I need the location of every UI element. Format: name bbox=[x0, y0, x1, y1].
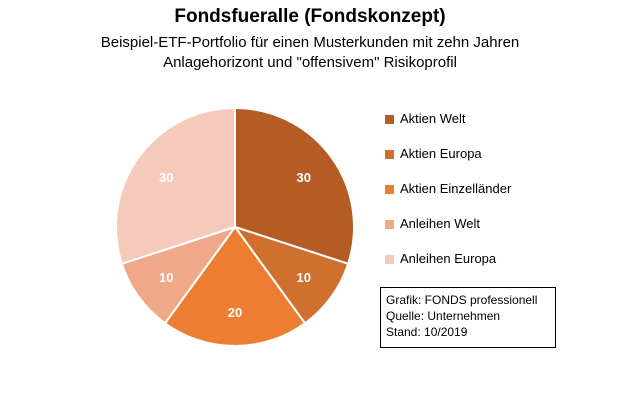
chart-subtitle-line: Anlagehorizont und "offensivem" Risikopr… bbox=[163, 54, 457, 71]
pie-data-label-2: 20 bbox=[228, 305, 242, 320]
pie-data-label-0: 30 bbox=[297, 170, 311, 185]
chart-subtitle: Beispiel-ETF-Portfolio für einen Musterk… bbox=[0, 33, 620, 73]
legend-label: Aktien Welt bbox=[400, 111, 466, 126]
pie-data-label-4: 30 bbox=[159, 170, 173, 185]
legend-label: Anleihen Welt bbox=[400, 216, 480, 231]
pie-data-label-3: 10 bbox=[159, 270, 173, 285]
source-origin: Quelle: Unternehmen bbox=[386, 309, 501, 323]
chart-legend: Aktien Welt Aktien Europa Aktien Einzell… bbox=[385, 111, 585, 286]
chart-subtitle-line: Beispiel-ETF-Portfolio für einen Musterk… bbox=[100, 34, 520, 51]
pie-slice-1 bbox=[234, 226, 350, 325]
legend-swatch bbox=[385, 115, 394, 124]
legend-item-aktien-welt: Aktien Welt bbox=[385, 111, 585, 146]
legend-label: Aktien Europa bbox=[400, 146, 482, 161]
legend-swatch bbox=[385, 185, 394, 194]
pie-slice-0 bbox=[234, 107, 355, 265]
legend-label: Aktien Einzelländer bbox=[400, 181, 512, 196]
pie-slice-3 bbox=[120, 226, 236, 325]
legend-item-aktien-einzellaender: Aktien Einzelländer bbox=[385, 181, 585, 216]
legend-item-anleihen-welt: Anleihen Welt bbox=[385, 216, 585, 251]
legend-item-anleihen-europa: Anleihen Europa bbox=[385, 251, 585, 286]
source-box: Grafik: FONDS professionell Quelle: Unte… bbox=[380, 287, 556, 348]
legend-swatch bbox=[385, 150, 394, 159]
source-credit: Grafik: FONDS professionell bbox=[386, 293, 538, 307]
pie-data-label-1: 10 bbox=[297, 270, 311, 285]
legend-label: Anleihen Europa bbox=[400, 251, 497, 266]
source-date: Stand: 10/2019 bbox=[386, 325, 468, 339]
legend-swatch bbox=[385, 255, 394, 264]
pie-slice-2 bbox=[164, 226, 306, 347]
legend-item-aktien-europa: Aktien Europa bbox=[385, 146, 585, 181]
pie-slice-4 bbox=[115, 107, 236, 265]
chart-title: Fondsfueralle (Fondskonzept) bbox=[174, 6, 446, 27]
legend-swatch bbox=[385, 220, 394, 229]
